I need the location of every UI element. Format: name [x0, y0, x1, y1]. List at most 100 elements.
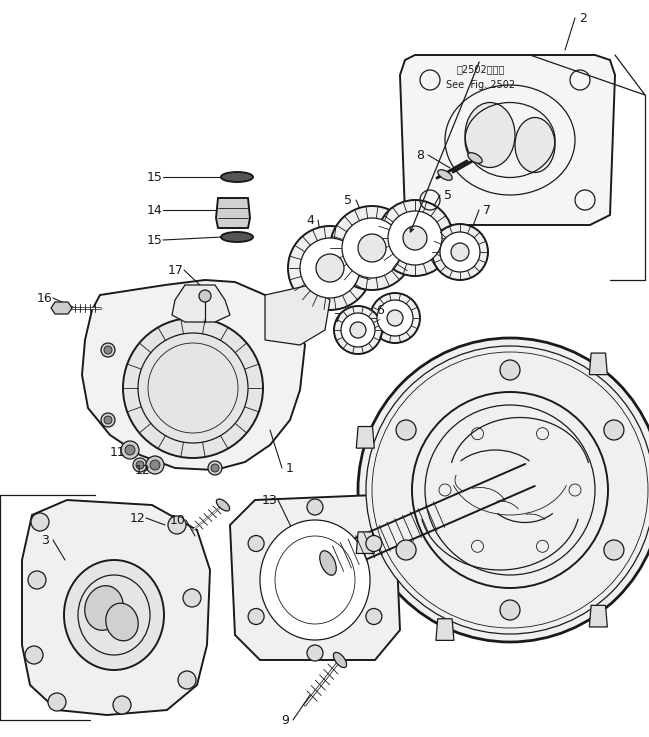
Circle shape: [121, 441, 139, 459]
Text: 12: 12: [130, 511, 146, 525]
Circle shape: [101, 413, 115, 427]
Text: 10: 10: [170, 514, 186, 526]
Circle shape: [366, 536, 382, 551]
Circle shape: [451, 243, 469, 261]
Circle shape: [366, 609, 382, 624]
Text: 8: 8: [416, 148, 424, 161]
Text: 17: 17: [168, 264, 184, 276]
Text: See  Fig. 2502: See Fig. 2502: [446, 80, 515, 91]
Polygon shape: [356, 532, 374, 553]
Text: 4: 4: [306, 214, 314, 226]
Circle shape: [248, 609, 264, 624]
Circle shape: [432, 224, 488, 280]
Circle shape: [377, 300, 413, 336]
Circle shape: [307, 645, 323, 661]
Circle shape: [178, 671, 196, 689]
Circle shape: [248, 536, 264, 551]
Circle shape: [28, 571, 46, 589]
Ellipse shape: [85, 586, 123, 630]
Circle shape: [604, 540, 624, 560]
Circle shape: [146, 456, 164, 474]
Text: 12: 12: [135, 464, 151, 477]
Text: 7: 7: [334, 312, 342, 324]
Text: 9: 9: [281, 713, 289, 727]
Text: 5: 5: [444, 189, 452, 201]
Text: 6: 6: [376, 304, 384, 316]
Text: 3: 3: [41, 534, 49, 547]
Polygon shape: [356, 427, 374, 448]
Circle shape: [125, 445, 135, 455]
Text: 14: 14: [147, 203, 163, 217]
Circle shape: [370, 293, 420, 343]
Text: 1: 1: [286, 461, 294, 475]
Circle shape: [387, 310, 403, 326]
Polygon shape: [436, 619, 454, 640]
Circle shape: [388, 211, 442, 265]
Ellipse shape: [106, 603, 138, 640]
Circle shape: [123, 318, 263, 458]
Text: 第2502図参照: 第2502図参照: [456, 64, 504, 74]
Circle shape: [341, 313, 375, 347]
Polygon shape: [400, 55, 615, 225]
Circle shape: [358, 338, 649, 642]
Circle shape: [104, 416, 112, 424]
Text: 15: 15: [147, 170, 163, 184]
Ellipse shape: [320, 551, 336, 576]
Circle shape: [31, 513, 49, 531]
Polygon shape: [22, 500, 210, 715]
Ellipse shape: [216, 499, 230, 511]
Ellipse shape: [260, 520, 370, 640]
Circle shape: [136, 461, 144, 469]
Circle shape: [183, 589, 201, 607]
Circle shape: [440, 232, 480, 272]
Circle shape: [342, 218, 402, 278]
Circle shape: [366, 346, 649, 634]
Text: 11: 11: [110, 445, 126, 458]
Circle shape: [334, 306, 382, 354]
Circle shape: [350, 322, 366, 338]
Circle shape: [104, 346, 112, 354]
Ellipse shape: [334, 652, 347, 668]
Circle shape: [208, 461, 222, 475]
Text: 7: 7: [483, 203, 491, 217]
Ellipse shape: [221, 172, 253, 182]
Polygon shape: [82, 280, 305, 470]
Circle shape: [133, 458, 147, 472]
Text: 15: 15: [147, 234, 163, 246]
Polygon shape: [216, 198, 250, 228]
Circle shape: [307, 499, 323, 515]
Circle shape: [168, 516, 186, 534]
Circle shape: [101, 343, 115, 357]
Circle shape: [604, 420, 624, 440]
Circle shape: [330, 206, 414, 290]
Circle shape: [48, 693, 66, 711]
Ellipse shape: [465, 102, 515, 167]
Circle shape: [358, 234, 386, 262]
Ellipse shape: [468, 153, 482, 164]
Circle shape: [25, 646, 43, 664]
Polygon shape: [589, 353, 607, 374]
Polygon shape: [265, 285, 330, 345]
Text: 13: 13: [262, 494, 278, 506]
Circle shape: [396, 540, 416, 560]
Polygon shape: [172, 285, 230, 322]
Ellipse shape: [64, 560, 164, 670]
Ellipse shape: [438, 170, 452, 181]
Circle shape: [403, 226, 427, 250]
Circle shape: [377, 200, 453, 276]
Ellipse shape: [221, 232, 253, 242]
Ellipse shape: [515, 117, 555, 172]
Polygon shape: [230, 495, 400, 660]
Text: 16: 16: [37, 292, 53, 304]
Circle shape: [500, 600, 520, 620]
Circle shape: [113, 696, 131, 714]
Polygon shape: [51, 302, 72, 314]
Circle shape: [288, 226, 372, 310]
Circle shape: [396, 420, 416, 440]
Circle shape: [300, 238, 360, 298]
Circle shape: [316, 254, 344, 282]
Circle shape: [211, 464, 219, 472]
Circle shape: [150, 460, 160, 470]
Polygon shape: [589, 605, 607, 627]
Circle shape: [500, 360, 520, 380]
